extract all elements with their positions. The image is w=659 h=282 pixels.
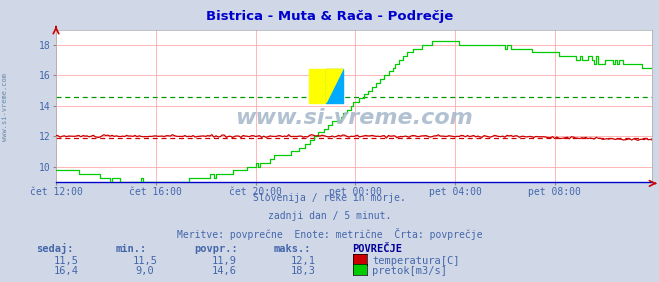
Text: povpr.:: povpr.: xyxy=(194,244,238,254)
Text: 12,1: 12,1 xyxy=(291,256,316,266)
Text: zadnji dan / 5 minut.: zadnji dan / 5 minut. xyxy=(268,211,391,221)
Text: maks.:: maks.: xyxy=(273,244,311,254)
Text: www.si-vreme.com: www.si-vreme.com xyxy=(2,73,9,141)
Text: Meritve: povprečne  Enote: metrične  Črta: povprečje: Meritve: povprečne Enote: metrične Črta:… xyxy=(177,228,482,240)
Text: 16,4: 16,4 xyxy=(53,266,78,276)
Text: 11,5: 11,5 xyxy=(132,256,158,266)
Polygon shape xyxy=(326,69,343,103)
Text: pretok[m3/s]: pretok[m3/s] xyxy=(372,266,447,276)
Text: sedaj:: sedaj: xyxy=(36,243,74,254)
Text: Slovenija / reke in morje.: Slovenija / reke in morje. xyxy=(253,193,406,203)
Text: 11,5: 11,5 xyxy=(53,256,78,266)
Text: temperatura[C]: temperatura[C] xyxy=(372,256,460,266)
Text: 14,6: 14,6 xyxy=(212,266,237,276)
Text: 9,0: 9,0 xyxy=(136,266,154,276)
Text: min.:: min.: xyxy=(115,244,146,254)
Text: www.si-vreme.com: www.si-vreme.com xyxy=(235,108,473,128)
Bar xyxy=(310,69,326,103)
Text: POVREČJE: POVREČJE xyxy=(353,244,403,254)
Text: 11,9: 11,9 xyxy=(212,256,237,266)
Bar xyxy=(326,69,343,103)
Text: Bistrica - Muta & Rača - Podrečje: Bistrica - Muta & Rača - Podrečje xyxy=(206,10,453,23)
Text: 18,3: 18,3 xyxy=(291,266,316,276)
